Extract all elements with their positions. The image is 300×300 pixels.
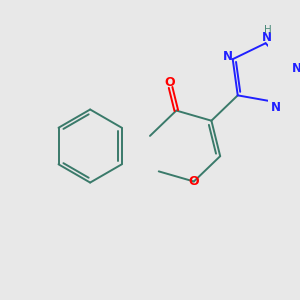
Text: N: N	[223, 50, 232, 63]
Text: O: O	[188, 175, 199, 188]
Text: N: N	[292, 62, 300, 75]
Text: O: O	[164, 76, 175, 89]
Text: N: N	[262, 31, 272, 44]
Text: H: H	[264, 25, 272, 35]
Text: N: N	[271, 100, 281, 113]
